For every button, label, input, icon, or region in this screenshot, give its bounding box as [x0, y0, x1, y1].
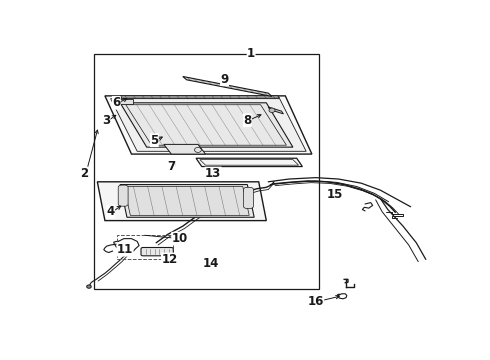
FancyBboxPatch shape	[244, 187, 253, 208]
Polygon shape	[120, 185, 254, 217]
Polygon shape	[120, 96, 280, 98]
Polygon shape	[183, 76, 272, 96]
Polygon shape	[105, 96, 312, 154]
Polygon shape	[164, 144, 206, 154]
Text: 1: 1	[247, 47, 255, 60]
Text: 15: 15	[326, 188, 343, 201]
Text: 12: 12	[161, 253, 177, 266]
Text: 16: 16	[308, 295, 324, 308]
Text: 2: 2	[80, 167, 88, 180]
Circle shape	[269, 108, 275, 112]
Polygon shape	[124, 186, 249, 215]
Polygon shape	[196, 158, 302, 167]
Polygon shape	[268, 107, 283, 114]
Bar	[118, 235, 172, 259]
Text: 8: 8	[243, 114, 251, 127]
Polygon shape	[98, 182, 267, 221]
Text: 4: 4	[106, 205, 115, 218]
Polygon shape	[111, 99, 306, 151]
Text: 5: 5	[150, 134, 158, 147]
Text: 11: 11	[117, 243, 133, 256]
FancyBboxPatch shape	[141, 247, 173, 256]
Text: 7: 7	[167, 160, 175, 173]
Text: 6: 6	[112, 96, 121, 109]
Polygon shape	[113, 99, 133, 104]
Text: 13: 13	[205, 167, 221, 180]
Text: 10: 10	[172, 232, 188, 245]
Circle shape	[87, 285, 91, 288]
FancyBboxPatch shape	[118, 185, 128, 206]
Text: 3: 3	[102, 114, 110, 127]
Polygon shape	[120, 103, 293, 147]
Text: 14: 14	[203, 257, 220, 270]
Bar	[94, 54, 319, 288]
Text: 9: 9	[220, 73, 229, 86]
